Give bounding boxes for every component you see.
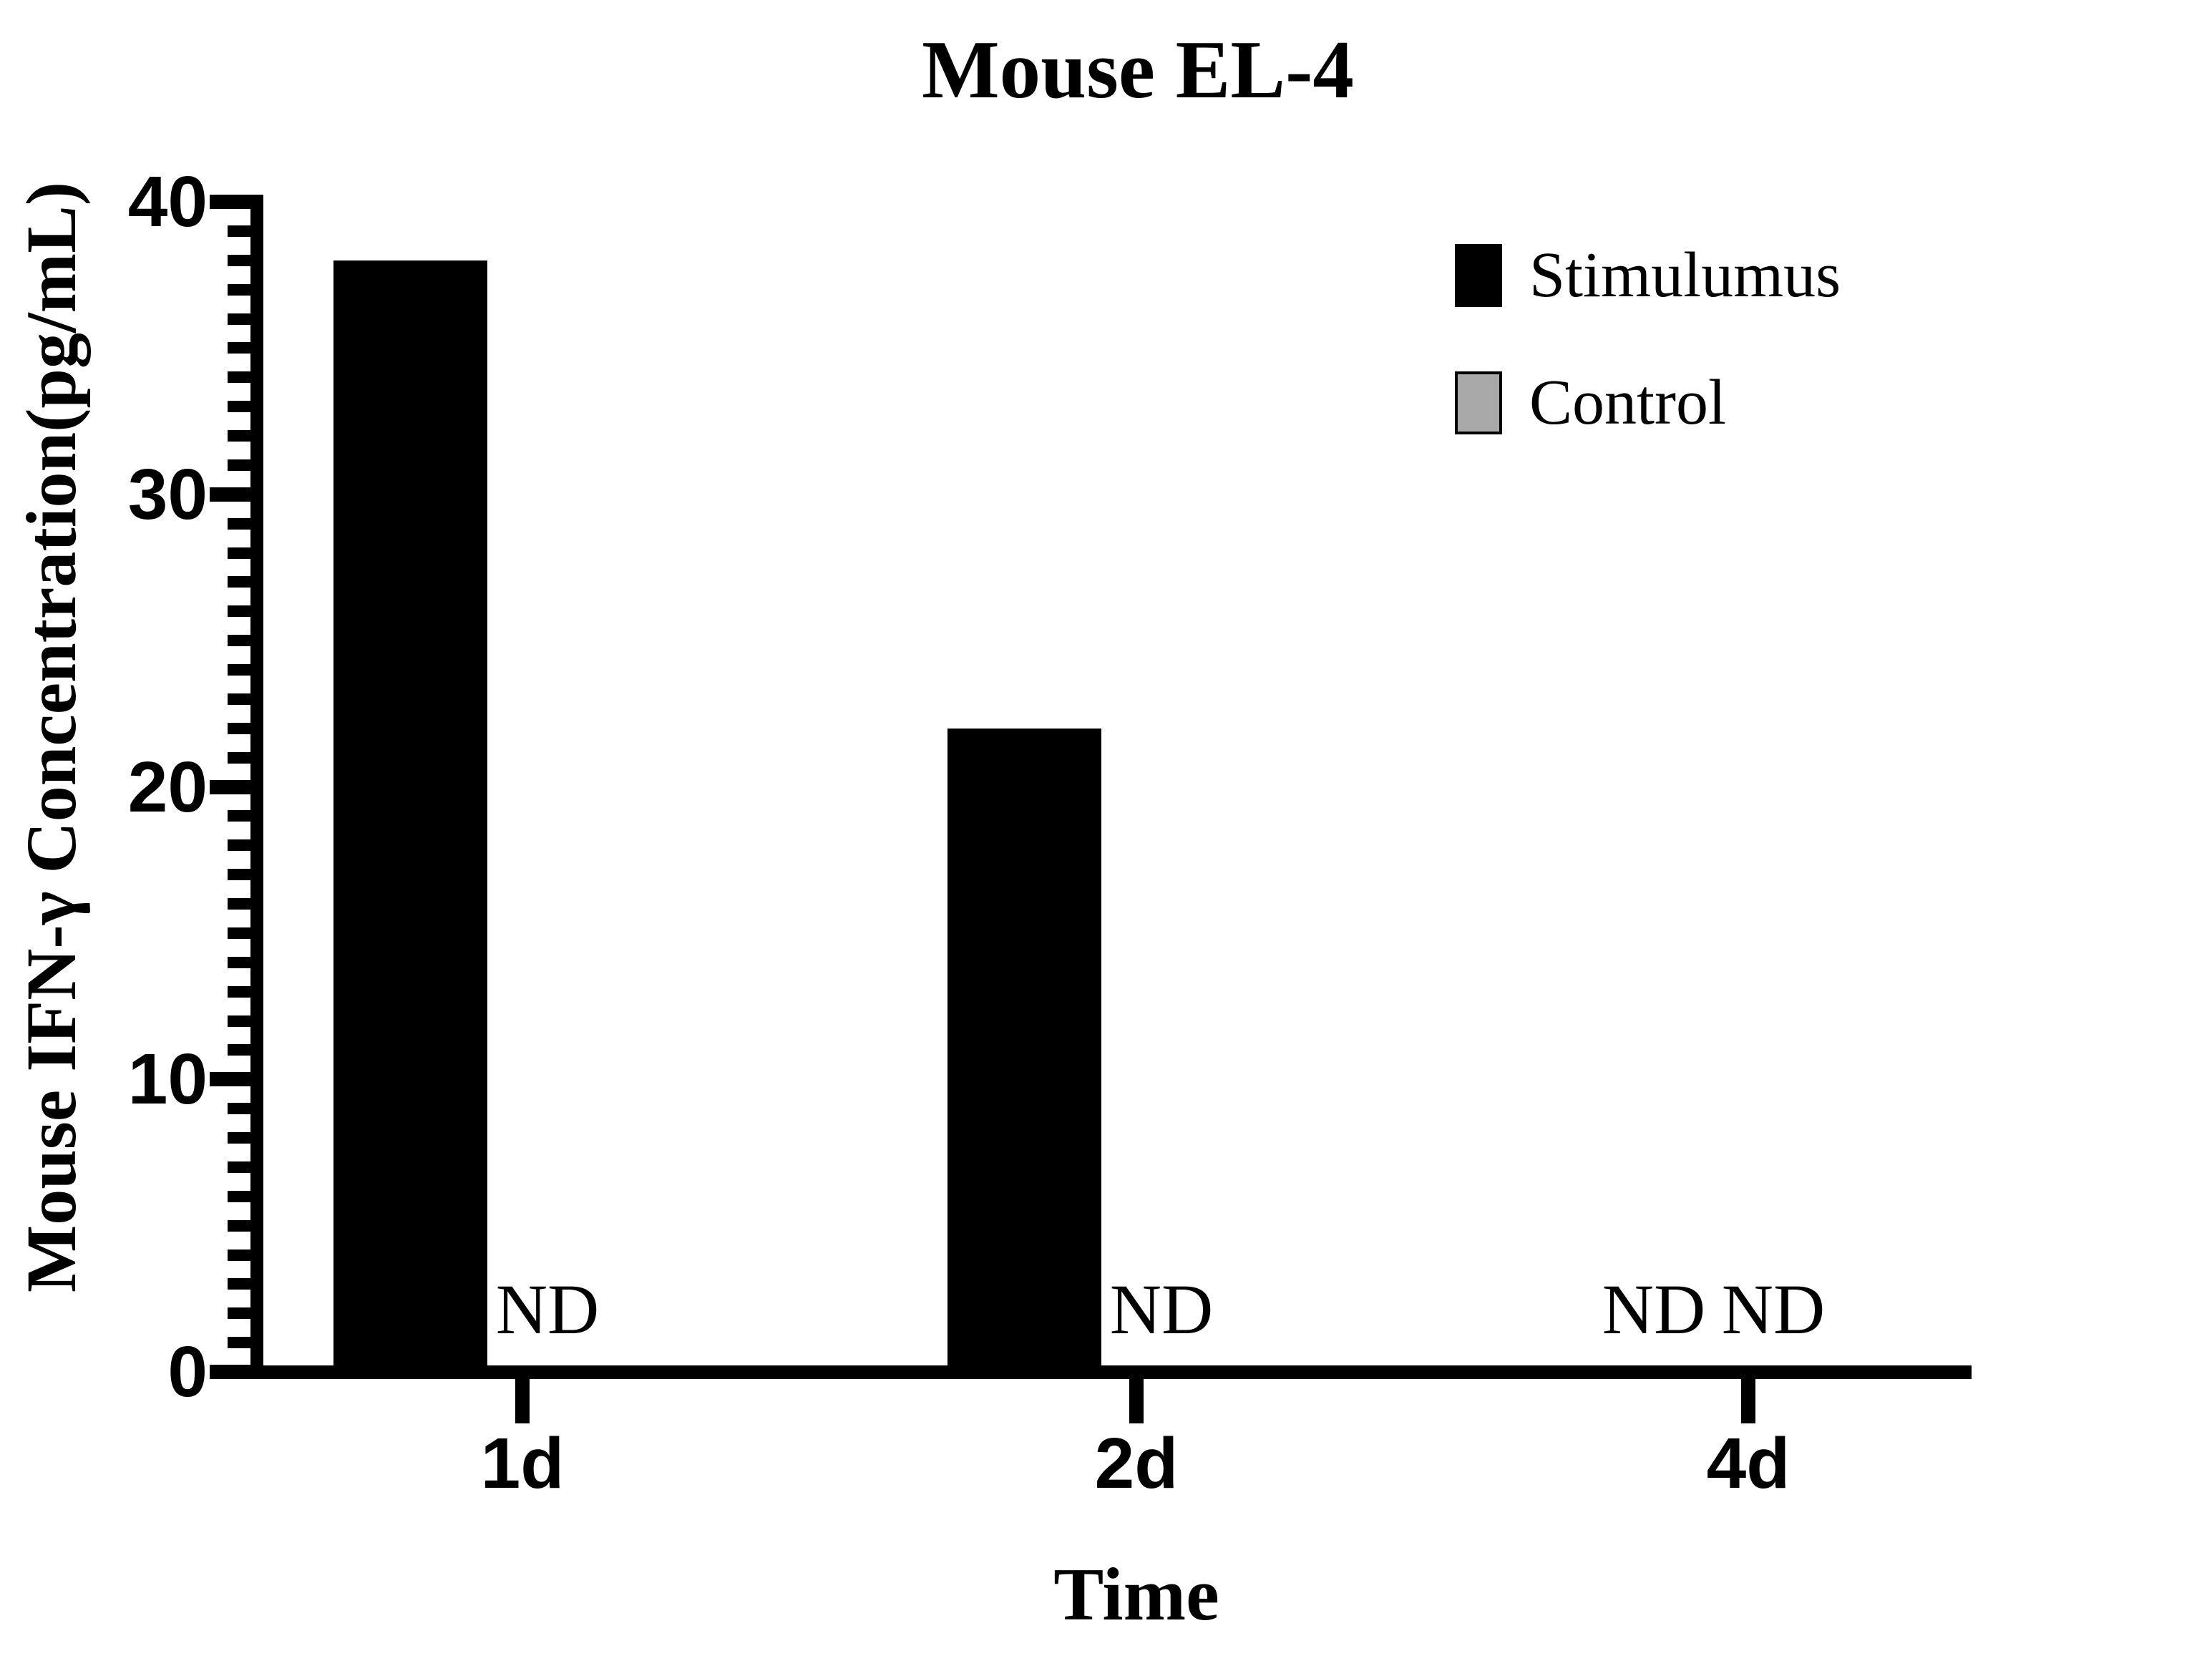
legend-label: Stimulumus [1529,240,1841,311]
legend-swatch-stimulumus [1455,244,1502,307]
y-tick-label: 40 [127,162,208,242]
x-tick [1129,1379,1144,1423]
nd-label-stimulumus-4d: ND [1602,1270,1706,1349]
y-minor-tick [228,693,250,705]
x-tick-label: 2d [1094,1423,1179,1504]
y-major-tick [210,195,250,209]
y-tick-label: 30 [127,454,208,535]
y-minor-tick [228,1307,250,1320]
x-tick-label: 1d [480,1423,565,1504]
y-minor-tick [228,985,250,998]
y-minor-tick [228,898,250,910]
chart-title: Mouse EL-4 [922,24,1354,115]
x-tick-label: 4d [1706,1423,1790,1504]
bar-stimulumus-1d [333,260,487,1365]
x-tick [515,1379,530,1423]
legend-item-control: Control [1455,371,1726,435]
y-minor-tick [228,1219,250,1232]
y-minor-tick [228,869,250,881]
nd-label-control-4d: ND [1721,1270,1826,1349]
y-major-tick [210,487,250,502]
y-minor-tick [228,956,250,968]
y-major-tick [210,779,250,794]
bar-stimulumus-2d [947,728,1101,1365]
y-major-tick [210,1072,250,1087]
y-minor-tick [228,1044,250,1056]
legend-item-stimulumus: Stimulumus [1455,243,1841,308]
y-minor-tick [228,576,250,588]
y-minor-tick [228,1249,250,1261]
y-tick-label: 0 [167,1332,208,1412]
y-minor-tick [228,517,250,530]
y-minor-tick [228,547,250,559]
y-minor-tick [228,430,250,442]
y-minor-tick [228,401,250,413]
y-minor-tick [228,664,250,676]
y-minor-tick [228,722,250,734]
x-axis-line [250,1365,1972,1379]
y-minor-tick [228,459,250,471]
y-minor-tick [228,1132,250,1144]
y-minor-tick [228,283,250,296]
y-minor-tick [228,1337,250,1349]
y-minor-tick [228,839,250,852]
y-minor-tick [228,313,250,325]
x-axis-title: Time [1053,1552,1219,1636]
y-minor-tick [228,1103,250,1115]
y-minor-tick [228,1161,250,1173]
y-minor-tick [228,1278,250,1290]
y-minor-tick [228,751,250,764]
y-minor-tick [228,1015,250,1027]
y-minor-tick [228,605,250,618]
y-minor-tick [228,371,250,384]
y-minor-tick [228,927,250,939]
x-tick [1741,1379,1755,1423]
y-tick-label: 20 [127,746,208,827]
y-major-tick [210,1365,250,1379]
legend-swatch-control [1455,371,1502,434]
y-minor-tick [228,810,250,822]
y-minor-tick [228,635,250,647]
y-minor-tick [228,1190,250,1202]
legend-label: Control [1529,367,1727,438]
y-axis-line [250,195,263,1379]
nd-label-control-1d: ND [495,1270,600,1349]
y-minor-tick [228,342,250,354]
y-minor-tick [228,225,250,237]
y-minor-tick [228,254,250,266]
y-tick-label: 10 [127,1039,208,1120]
nd-label-control-2d: ND [1109,1270,1214,1349]
